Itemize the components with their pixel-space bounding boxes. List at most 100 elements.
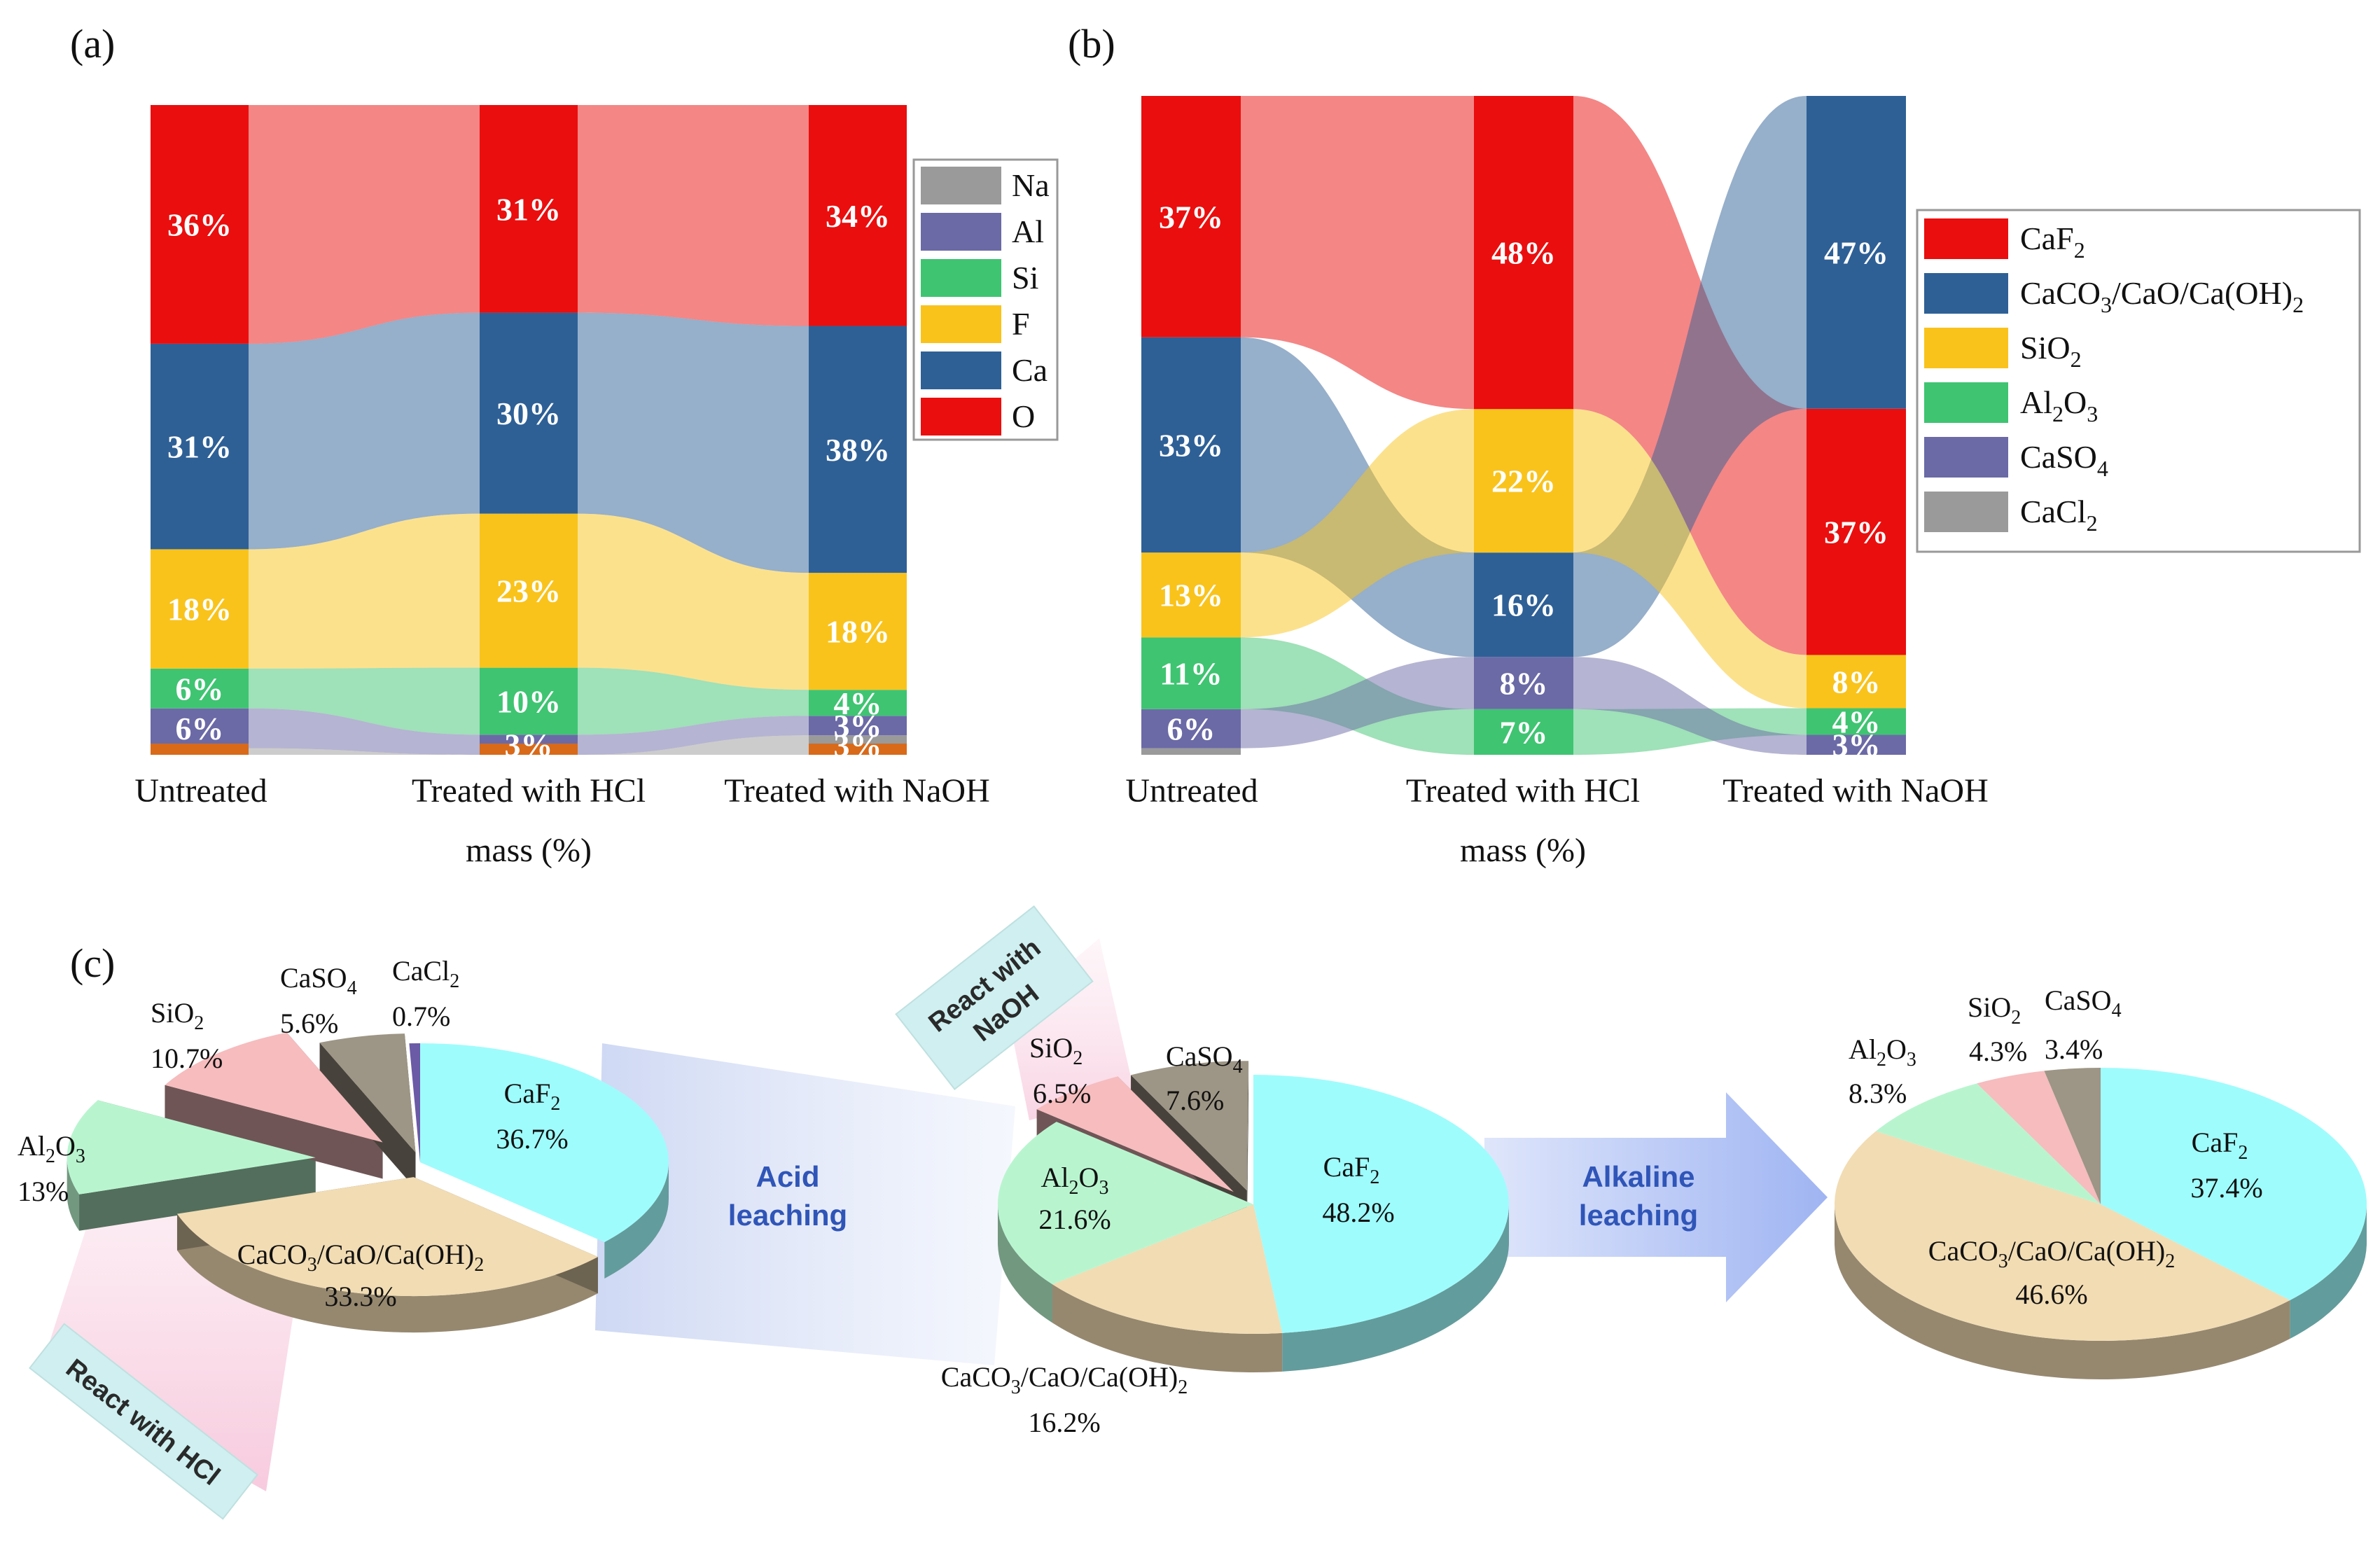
- b-legend-label-CaF2: CaF2: [2020, 221, 2085, 263]
- b-legend-swatch-CaSO4: [1924, 437, 2008, 478]
- b-legend-label-SiO2: SiO2: [2020, 330, 2082, 372]
- a-legend-label-O: O: [1012, 398, 1035, 434]
- a-label-Al-2: 3%: [834, 708, 882, 744]
- p2-slice-4: [1131, 1061, 1249, 1191]
- a-minor-strip-2: [809, 744, 907, 755]
- p2-caf2-value: 48.2%: [1322, 1197, 1394, 1228]
- p3-al2o3-value: 8.3%: [1849, 1078, 1907, 1109]
- b-bar-Al2O3-2: [1807, 708, 1906, 735]
- a-label-Si-0: 6%: [176, 671, 224, 706]
- pie-untreated-labels: CaF2 36.7% CaCO3/CaO/Ca(OH)2 33.3% Al2O3…: [18, 955, 569, 1312]
- b-bar-SiO2-2: [1807, 655, 1906, 709]
- b-bar-CaCO3-0: [1141, 337, 1241, 553]
- p2-slice-1: [1052, 1204, 1283, 1334]
- b-legend-label-Al2O3: Al2O3: [2020, 384, 2098, 426]
- b-flow-CaSO4-0: [1241, 657, 1474, 748]
- p1-slice-1: [176, 1177, 598, 1297]
- a-label-Ca-0: 31%: [167, 429, 232, 465]
- a-flow-Ca-0: [249, 312, 480, 550]
- p1-caso4-value: 5.6%: [280, 1008, 338, 1039]
- react-naoh-box: [895, 905, 1094, 1090]
- b-flow-CaF2-0: [1241, 96, 1474, 410]
- a-flow-O-0: [249, 105, 480, 344]
- a-bar-Si-0: [151, 668, 249, 709]
- p2-edge-4-1: [1246, 1061, 1249, 1230]
- a-legend-label-Al: Al: [1012, 214, 1044, 249]
- b-label-CaCO3-0: 33%: [1159, 427, 1223, 463]
- a-legend-label-Si: Si: [1012, 260, 1038, 295]
- a-bar-Ca-1: [480, 312, 578, 514]
- b-legend-swatch-SiO2: [1924, 328, 2008, 368]
- a-label-Si-2: 4%: [834, 685, 882, 721]
- a-bar-Ca-0: [151, 343, 249, 550]
- p3-slice-4: [2044, 1068, 2101, 1204]
- p2-side-2-0: [998, 1204, 1053, 1323]
- a-bar-F-0: [151, 549, 249, 669]
- a-flow-Ca-1: [578, 312, 809, 573]
- panel-b-flows: [1241, 96, 1807, 755]
- b-bar-CaSO4-2: [1807, 734, 1906, 755]
- panel-a-cat-untreated: Untreated: [134, 772, 267, 809]
- a-bar-Si-2: [809, 690, 907, 716]
- a-flow-Al-0: [249, 708, 480, 755]
- p1-al2o3-label: Al2O3: [18, 1130, 85, 1167]
- a-flow-Si-1: [578, 667, 809, 735]
- a-bar-O-1: [480, 105, 578, 313]
- b-label-CaF2-0: 37%: [1159, 199, 1223, 235]
- p3-slice-2: [1876, 1083, 2101, 1204]
- a-flow-F-0: [249, 513, 480, 669]
- p1-slice-0: [420, 1043, 669, 1243]
- p2-al2o3-label: Al2O3: [1041, 1162, 1109, 1199]
- acid-leaching-label-1: Acid: [756, 1160, 819, 1193]
- p2-side-0-0: [1282, 1204, 1509, 1372]
- b-label-CaCO3-1: 16%: [1491, 587, 1556, 623]
- panel-b-label: (b): [1068, 21, 1115, 67]
- p3-caso4-label: CaSO4: [2045, 984, 2122, 1022]
- b-label-CaF2-2: 37%: [1824, 515, 1888, 550]
- b-legend-swatch-CaCO3: [1924, 273, 2008, 314]
- p1-edge-4-0: [319, 1043, 416, 1189]
- a-bar-Al-2: [809, 716, 907, 736]
- b-label-SiO2-0: 13%: [1159, 578, 1223, 613]
- a-bar-F-2: [809, 573, 907, 690]
- b-label-CaSO4-1: 8%: [1500, 666, 1548, 702]
- p3-sio2-label: SiO2: [1968, 991, 2021, 1029]
- a-minor-strip-0: [151, 744, 249, 755]
- pie-untreated: [67, 1032, 669, 1333]
- b-bar-CaSO4-1: [1474, 657, 1573, 709]
- p2-caso4-label: CaSO4: [1166, 1040, 1243, 1078]
- p2-caso4-value: 7.6%: [1166, 1085, 1224, 1116]
- b-bar-CaF2-0: [1141, 96, 1241, 337]
- panel-b-legend: CaF2 CaCO3/CaO/Ca(OH)2 SiO2 Al2O3 CaSO4 CaCl2: [1916, 209, 2361, 553]
- p1-edge-3-0: [165, 1085, 383, 1179]
- b-legend-label-CaSO4: CaSO4: [2020, 439, 2108, 481]
- p2-side-1-0: [1052, 1284, 1283, 1372]
- p2-slice-3: [1036, 1076, 1234, 1192]
- p1-sio2-label: SiO2: [151, 997, 204, 1034]
- naoh-callout-beam: [1008, 938, 1134, 1120]
- a-bar-Ca-2: [809, 326, 907, 573]
- p1-caco3-value: 33.3%: [324, 1281, 396, 1312]
- pie-alkaline-labels: CaF2 37.4% CaCO3/CaO/Ca(OH)2 46.6% Al2O3…: [1849, 984, 2263, 1310]
- b-bar-CaCO3-1: [1474, 552, 1573, 657]
- a-flow-Na-0: [249, 748, 480, 755]
- p1-sio2-value: 10.7%: [151, 1043, 223, 1074]
- p1-slice-3: [165, 1032, 383, 1143]
- a-label-F-2: 18%: [826, 614, 890, 650]
- a-label-O-0: 36%: [167, 207, 232, 242]
- p2-al2o3-value: 21.6%: [1038, 1204, 1111, 1235]
- p2-sio2-label: SiO2: [1029, 1032, 1083, 1069]
- p1-slice-4: [319, 1033, 416, 1152]
- panel-a-cat-hcl: Treated with HCl: [412, 772, 646, 809]
- p1-caco3-label: CaCO3/CaO/Ca(OH)2: [237, 1239, 484, 1276]
- p3-sio2-value: 4.3%: [1969, 1036, 2027, 1067]
- p1-slice-2: [67, 1100, 316, 1195]
- a-label-Al-1: 3%: [505, 727, 553, 763]
- b-bar-Al2O3-1: [1474, 709, 1573, 755]
- b-bar-SiO2-1: [1474, 409, 1573, 553]
- p3-side-0-0: [2290, 1204, 2367, 1339]
- a-label-Na-2: 3%: [834, 727, 882, 763]
- panel-b-cat-untreated: Untreated: [1125, 772, 1258, 809]
- a-minor-strip-1: [480, 744, 578, 755]
